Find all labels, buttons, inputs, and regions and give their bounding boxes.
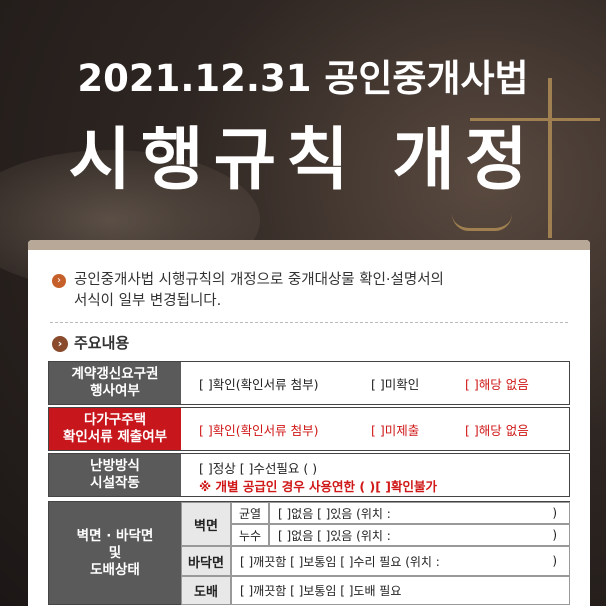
- option-confirm[interactable]: [ ]확인(확인서류 첨부): [199, 423, 319, 438]
- section-title: 주요내용: [74, 334, 130, 352]
- chevron-right-icon: ›: [52, 274, 66, 288]
- leak-options[interactable]: [ ]없음 [ ]있음 (위치 : ): [269, 524, 570, 546]
- row-contract-renewal: 계약갱신요구권 행사여부 [ ]확인(확인서류 첨부) [ ]미확인 [ ]해당 …: [48, 361, 570, 405]
- intro-text: 공인중개사법 시행규칙의 개정으로 중개대상물 확인·설명서의 서식이 일부 변…: [74, 270, 574, 312]
- option-confirm[interactable]: [ ]확인(확인서류 첨부): [199, 377, 319, 392]
- crack-options[interactable]: [ ]없음 [ ]있음 (위치 : ): [269, 502, 570, 524]
- chevron-right-icon: ›: [52, 336, 68, 352]
- crack-options-text: [ ]없음 [ ]있음 (위치 :: [278, 506, 391, 521]
- heating-note: ※ 개별 공급인 경우 사용연한 ( )[ ]확인불가: [199, 479, 437, 494]
- title-line-2: 시행규칙 개정: [68, 121, 538, 200]
- table-main-label: 벽면 · 바닥면 및 도배상태: [49, 502, 181, 604]
- floor-close: ): [552, 554, 557, 568]
- intro: › 공인중개사법 시행규칙의 개정으로 중개대상물 확인·설명서의 서식이 일부…: [52, 270, 572, 309]
- intro-line-1: 공인중개사법 시행규칙의 개정으로 중개대상물 확인·설명서의: [74, 272, 444, 288]
- intro-line-2: 서식이 일부 변경됩니다.: [74, 293, 222, 309]
- row-label: 난방방식 시설작동: [49, 454, 181, 496]
- floor-label: 바닥면: [181, 546, 231, 576]
- leak-options-text: [ ]없음 [ ]있음 (위치 :: [278, 528, 391, 543]
- row-label: 다가구주택 확인서류 제출여부: [49, 408, 181, 450]
- row-multi-family: 다가구주택 확인서류 제출여부 [ ]확인(확인서류 첨부) [ ]미제출 [ ]…: [48, 407, 570, 451]
- row-label-line-2: 확인서류 제출여부: [62, 429, 168, 445]
- row-label-line-1: 다가구주택: [83, 412, 147, 428]
- row-label-line-1: 계약갱신요구권: [71, 366, 159, 382]
- row-heating: 난방방식 시설작동 [ ]정상 [ ]수선필요 ( ) ※ 개별 공급인 경우 사…: [48, 453, 570, 497]
- title-line-1: 2021.12.31 공인중개사법: [77, 57, 529, 100]
- dashed-divider: [50, 322, 568, 323]
- card-top-strip: [28, 240, 590, 250]
- crack-label: 균열: [231, 502, 269, 524]
- row-label: 계약갱신요구권 행사여부: [49, 362, 181, 404]
- option-heating-status[interactable]: [ ]정상 [ ]수선필요 ( ): [199, 461, 318, 476]
- floor-options-text: [ ]깨끗함 [ ]보통임 [ ]수리 필요 (위치 :: [240, 554, 440, 569]
- wallpaper-options[interactable]: [ ]깨끗함 [ ]보통임 [ ]도배 필요: [231, 576, 570, 605]
- table-main-label-line-1: 벽면 · 바닥면: [76, 527, 154, 544]
- scales-beam: [470, 118, 600, 121]
- wall-label: 벽면: [181, 502, 231, 546]
- table-main-label-line-3: 도배상태: [90, 561, 140, 578]
- row-label-line-2: 시설작동: [90, 475, 140, 491]
- row-label-line-2: 행사여부: [90, 383, 140, 399]
- crack-close: ): [552, 506, 557, 520]
- wallpaper-label: 도배: [181, 576, 231, 605]
- row-label-line-1: 난방방식: [90, 458, 140, 474]
- table-main-label-line-2: 및: [108, 544, 122, 561]
- leak-close: ): [552, 528, 557, 542]
- option-not-applicable[interactable]: [ ]해당 없음: [465, 377, 529, 392]
- leak-label: 누수: [231, 524, 269, 546]
- scales-pan: [452, 214, 512, 231]
- option-unconfirmed[interactable]: [ ]미확인: [371, 377, 420, 392]
- wall-floor-table: 벽면 · 바닥면 및 도배상태 벽면 균열 [ ]없음 [ ]있음 (위치 : …: [48, 501, 570, 605]
- content-card: › 공인중개사법 시행규칙의 개정으로 중개대상물 확인·설명서의 서식이 일부…: [28, 240, 590, 606]
- scales-icon: [548, 78, 552, 238]
- section-heading: › 주요내용: [52, 332, 129, 353]
- option-not-applicable[interactable]: [ ]해당 없음: [465, 423, 529, 438]
- floor-options[interactable]: [ ]깨끗함 [ ]보통임 [ ]수리 필요 (위치 : ): [231, 546, 570, 576]
- option-not-submitted[interactable]: [ ]미제출: [371, 423, 420, 438]
